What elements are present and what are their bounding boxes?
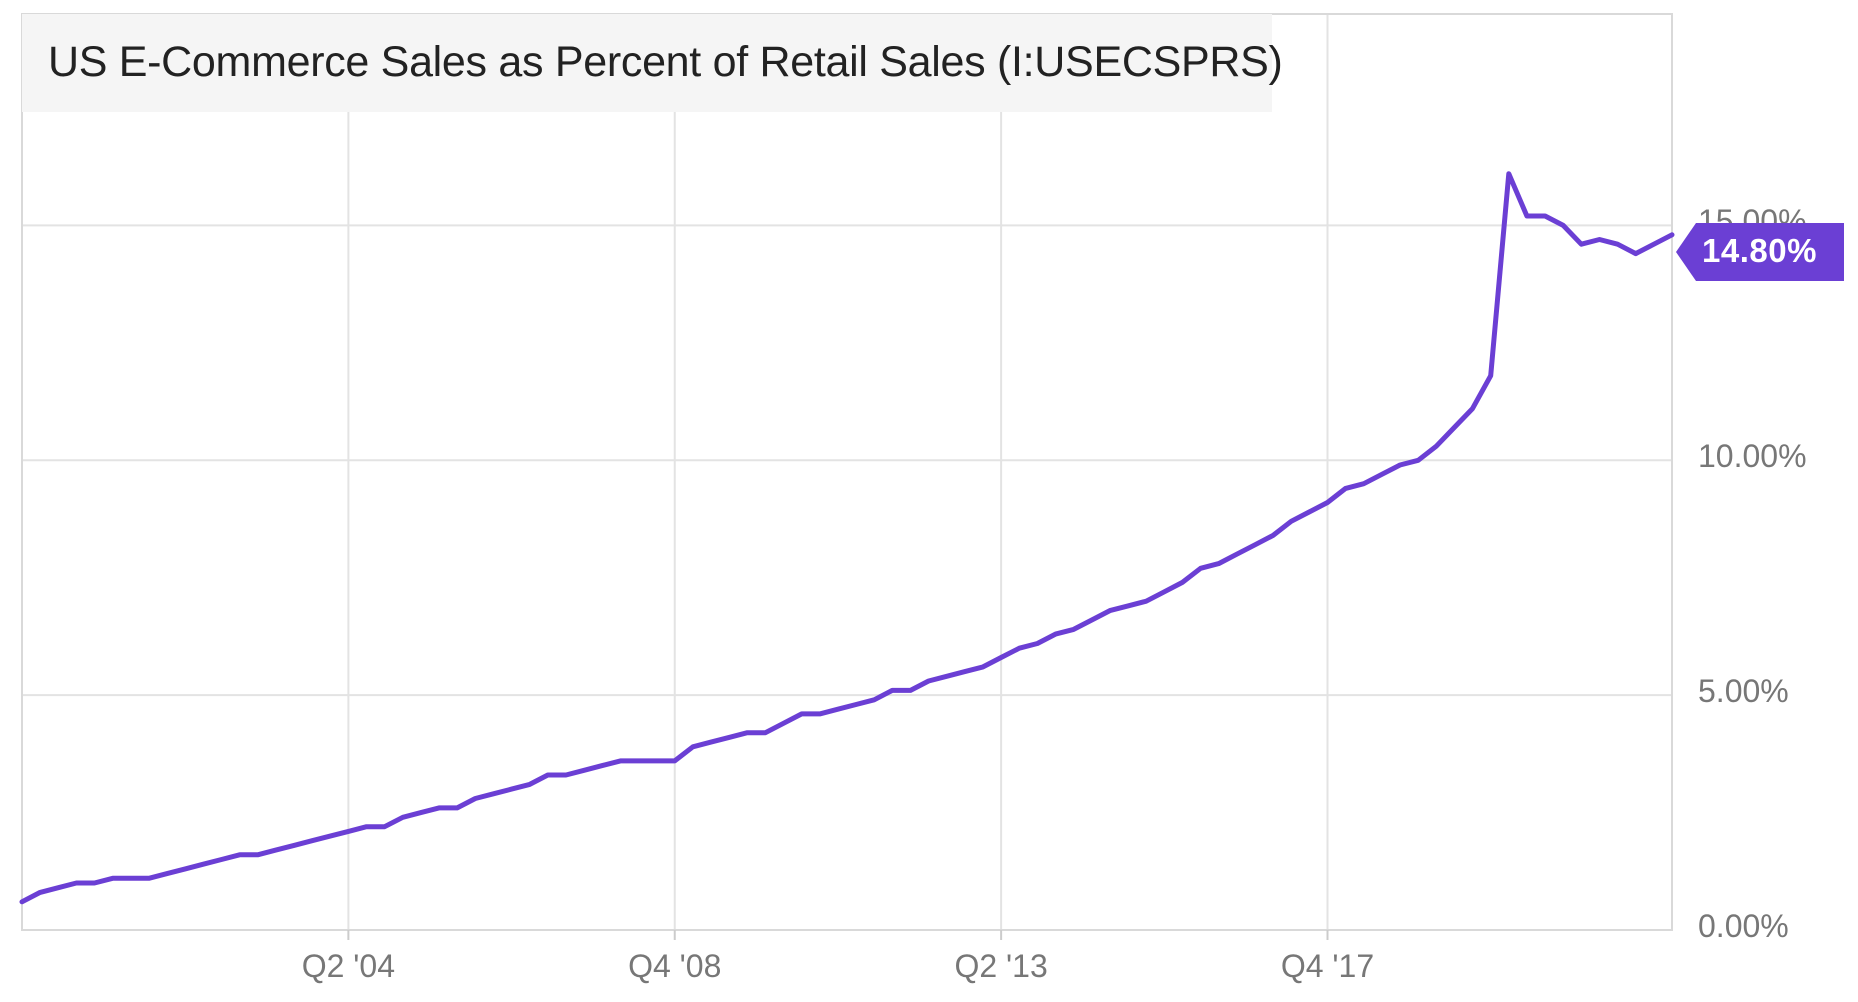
chart-title: US E-Commerce Sales as Percent of Retail…: [48, 38, 1283, 86]
x-tick-label: Q4 '17: [1280, 948, 1375, 984]
series-line: [19, 171, 1675, 905]
x-tick-label: Q2 '13: [954, 948, 1048, 984]
x-tick-label: Q2 '04: [301, 948, 395, 984]
chart-title-box: US E-Commerce Sales as Percent of Retail…: [22, 14, 1283, 112]
x-tick-label: Q4 '08: [628, 948, 722, 984]
last-value-badge-shape: [1676, 223, 1844, 281]
last-value-badge: 14.80%: [1676, 223, 1844, 281]
y-tick-label: 0.00%: [1698, 908, 1789, 944]
axes-layer: [21, 13, 1673, 940]
series-layer: [19, 171, 1675, 905]
last-value-label: 14.80%: [1702, 232, 1817, 269]
grid-layer: [22, 14, 1672, 930]
y-tick-label: 10.00%: [1698, 438, 1807, 475]
plot-border: [21, 13, 1673, 931]
y-tick-label: 5.00%: [1698, 673, 1789, 710]
